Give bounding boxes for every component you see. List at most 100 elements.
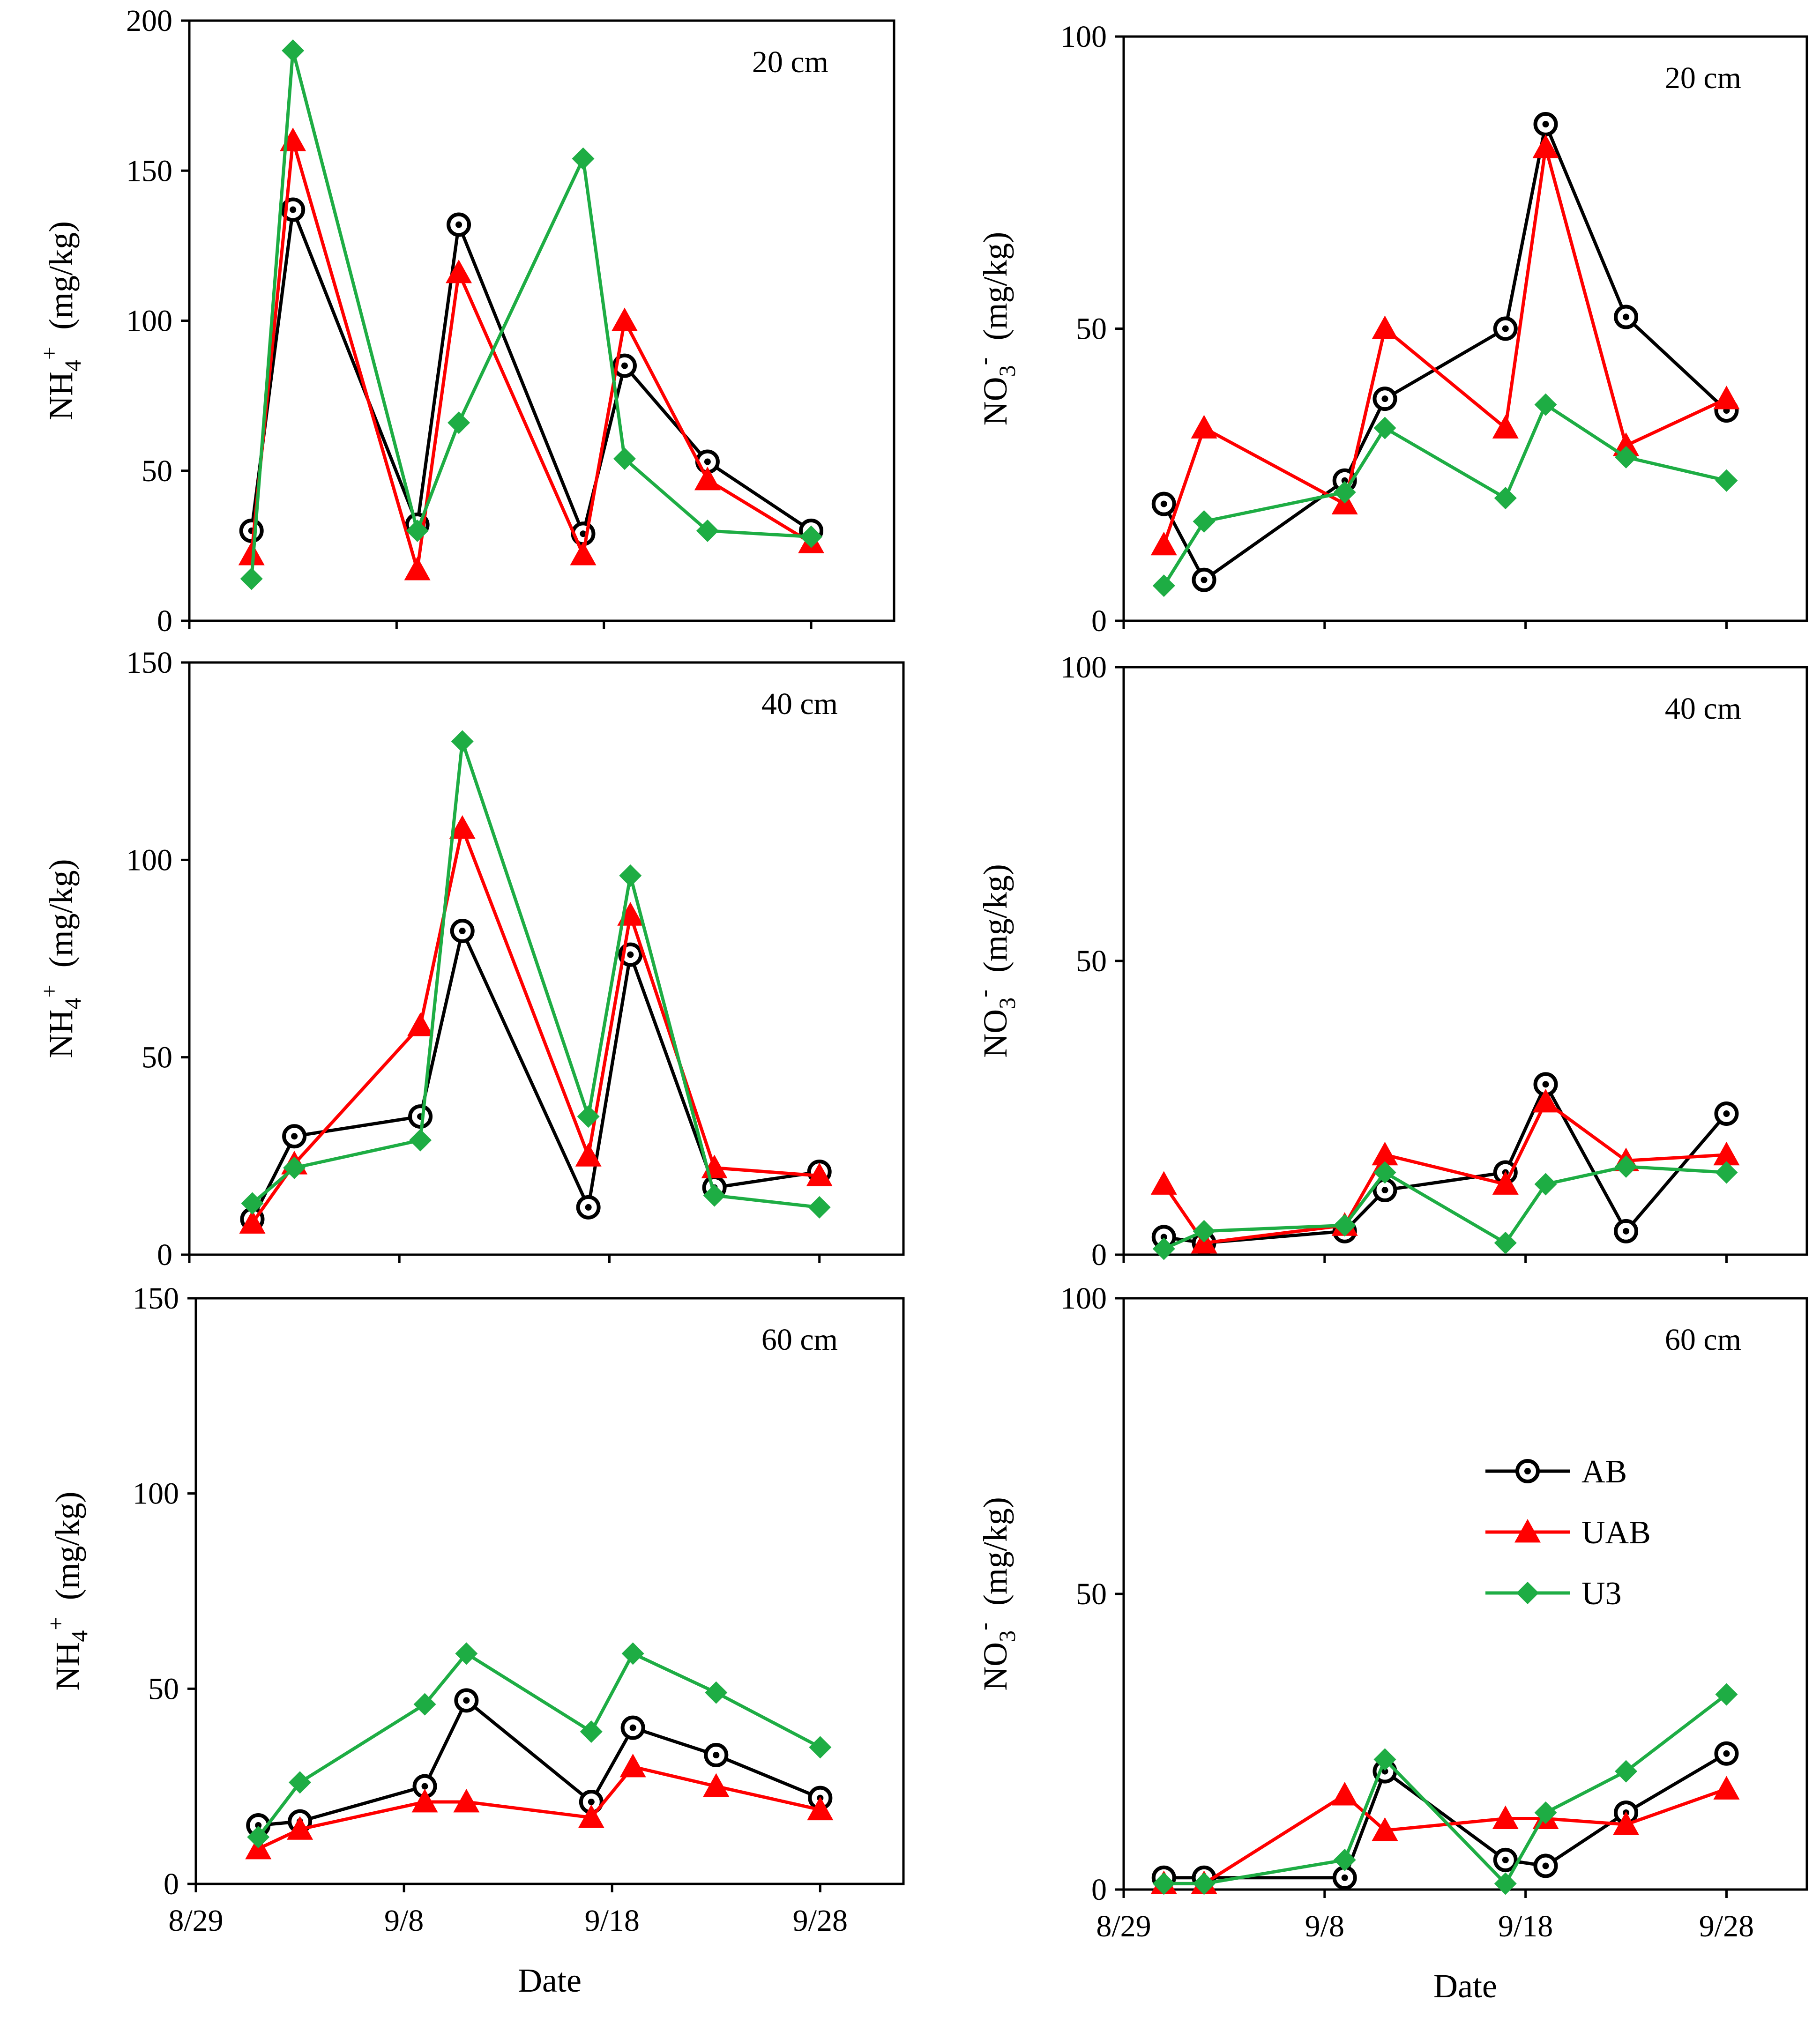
data-point-u3 xyxy=(1494,1872,1517,1895)
depth-label: 40 cm xyxy=(1665,692,1741,726)
data-point-ab xyxy=(1614,1219,1639,1243)
data-point-ab xyxy=(620,1715,645,1740)
y-tick-label: 50 xyxy=(1076,944,1107,978)
y-tick-label: 0 xyxy=(1091,1238,1107,1272)
data-point-ab-dot xyxy=(1502,325,1509,332)
data-point-uab xyxy=(1372,315,1398,339)
y-tick-label: 0 xyxy=(164,1867,179,1901)
data-point-ab xyxy=(1493,316,1518,341)
data-point-uab xyxy=(453,1789,480,1813)
data-point-uab xyxy=(807,1796,834,1821)
legend-marker xyxy=(1514,1519,1541,1543)
data-point-uab xyxy=(1372,1141,1398,1166)
data-point-uab xyxy=(1492,415,1519,439)
series-line-ab xyxy=(251,929,820,1220)
y-label-sub: 4 xyxy=(60,998,86,1010)
data-point-ab-dot xyxy=(1381,395,1388,402)
plot-frame xyxy=(188,661,905,1256)
data-point-ab-dot xyxy=(1381,1187,1388,1194)
data-point-uab xyxy=(694,466,721,491)
data-point-ab-dot xyxy=(627,951,634,958)
data-point-ab-dot xyxy=(1623,313,1630,320)
legend-entry-uab: UAB xyxy=(1485,1515,1651,1551)
series-line-u3 xyxy=(1163,1165,1727,1250)
y-tick-label: 0 xyxy=(1091,604,1107,638)
data-point-uab xyxy=(1713,1776,1740,1800)
data-point-ab-dot xyxy=(580,530,587,537)
legend: AB UAB U3 xyxy=(1485,1454,1651,1612)
y-label-sub: 3 xyxy=(994,997,1020,1009)
x-tick-label: 9/18 xyxy=(585,1904,640,1938)
y-label-unit: (mg/kg) xyxy=(977,232,1014,357)
data-point-uab xyxy=(1713,386,1740,409)
data-point-u3 xyxy=(1494,1231,1517,1254)
data-point-u3 xyxy=(413,1693,436,1716)
data-point-ab-dot xyxy=(459,928,466,935)
x-axis-label: Date xyxy=(1433,1967,1497,2005)
data-point-u3 xyxy=(619,864,642,887)
data-point-uab xyxy=(1150,531,1177,556)
legend-entry-u3: U3 xyxy=(1485,1576,1622,1612)
y-label-sub: 3 xyxy=(994,1630,1020,1642)
y-tick-label: 0 xyxy=(157,1238,172,1272)
series-line-uab xyxy=(251,826,820,1224)
y-tick-label: 50 xyxy=(142,1041,172,1075)
y-label-sup: + xyxy=(43,1617,69,1630)
data-point-ab xyxy=(412,1774,437,1799)
data-point-u3 xyxy=(1715,469,1738,492)
series-line-ab xyxy=(258,1698,821,1827)
panel-6: 0 50 100 8/29 9/8 9/18 9/28 Date NO3- (mg/kg) 60 … xyxy=(970,1281,1808,2005)
data-point-ab-dot xyxy=(1542,1862,1549,1869)
data-point-uab xyxy=(1492,1805,1519,1829)
data-point-uab xyxy=(1331,1782,1358,1806)
y-label-unit: (mg/kg) xyxy=(977,864,1014,990)
data-point-uab xyxy=(1613,432,1640,456)
y-label-sub: 4 xyxy=(66,1630,92,1642)
y-tick-label: 100 xyxy=(1060,650,1107,685)
y-label-sup: - xyxy=(970,990,997,997)
x-tick-label: 9/28 xyxy=(1699,1909,1754,1943)
data-point-uab xyxy=(575,1143,602,1167)
y-label-sup: + xyxy=(36,984,62,997)
data-point-ab xyxy=(408,1104,433,1129)
data-point-uab xyxy=(570,542,597,566)
data-point-uab xyxy=(1532,134,1559,158)
data-point-ab-dot xyxy=(704,458,711,465)
plot-frame xyxy=(194,1297,905,1885)
series-line-uab xyxy=(257,1765,821,1851)
data-point-ab-dot xyxy=(713,1752,720,1758)
data-point-uab xyxy=(611,307,638,331)
data-point-ab xyxy=(282,1124,307,1149)
data-point-ab-dot xyxy=(1381,1768,1388,1775)
data-point-u3 xyxy=(1373,1748,1396,1771)
data-point-u3 xyxy=(1333,1214,1356,1237)
plot-frame xyxy=(1122,35,1808,622)
y-label-unit: (mg/kg) xyxy=(49,1491,86,1617)
data-point-ab xyxy=(1533,1853,1558,1878)
y-axis-label: NO3- (mg/kg) xyxy=(970,232,1020,426)
series-line-ab xyxy=(1162,122,1728,582)
y-tick-label: 50 xyxy=(148,1672,179,1706)
data-point-u3 xyxy=(1534,1801,1557,1824)
data-point-u3 xyxy=(1373,1161,1396,1184)
data-point-u3 xyxy=(1193,510,1216,533)
legend-entry-ab: AB xyxy=(1485,1454,1627,1490)
data-point-u3 xyxy=(1715,1683,1738,1706)
y-label-main: NH xyxy=(42,372,80,420)
data-point-ab-dot xyxy=(421,1783,428,1790)
y-label-sup: + xyxy=(36,347,62,360)
y-tick-label: 100 xyxy=(126,843,172,877)
legend-label: UAB xyxy=(1581,1515,1651,1551)
data-point-ab-dot xyxy=(1341,1874,1348,1881)
data-point-u3 xyxy=(406,519,429,542)
data-point-u3 xyxy=(1152,574,1175,597)
series-line-uab xyxy=(1162,1100,1727,1245)
series-line-u3 xyxy=(1162,403,1727,587)
x-tick-label: 8/29 xyxy=(1096,1909,1151,1943)
data-point-ab-dot xyxy=(585,1204,592,1211)
series-line-u3 xyxy=(250,49,812,579)
y-axis-label: NH4+ (mg/kg) xyxy=(36,859,86,1058)
data-point-uab xyxy=(1372,1817,1398,1841)
y-label-main: NO xyxy=(977,1009,1014,1058)
